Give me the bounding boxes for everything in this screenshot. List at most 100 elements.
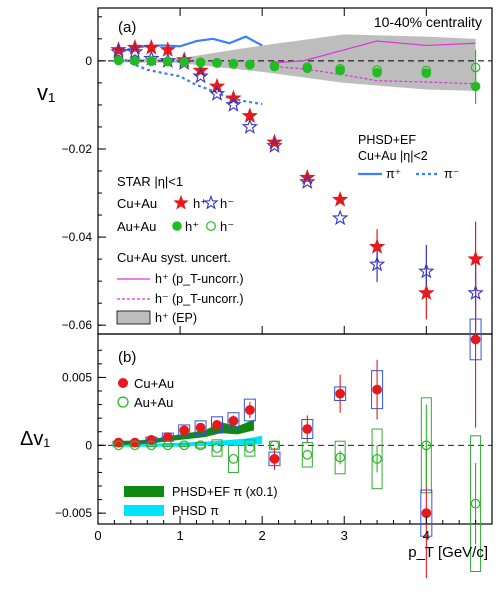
auau-dv1-point xyxy=(302,449,313,460)
cuau-dv1-point xyxy=(162,432,173,443)
cuau-hminus-point xyxy=(266,137,283,153)
legend-auau-hminus-marker xyxy=(206,221,216,231)
y-tick-label: 0 xyxy=(85,438,92,452)
y-tick-label: −0.02 xyxy=(62,142,93,156)
auau-dv1-syst-box xyxy=(211,439,223,457)
legend-phsdef-label: PHSD+EF π (x0.1) xyxy=(172,485,278,499)
x-tick-label: 4 xyxy=(423,528,430,543)
auau-dv1-point xyxy=(179,440,190,451)
auau-hminus-point xyxy=(421,65,432,76)
auau-dv1-syst-box xyxy=(227,444,239,473)
y-tick-label: 0 xyxy=(85,54,92,68)
auau-dv1-syst-box xyxy=(371,428,383,490)
cuau-hplus-point xyxy=(110,41,127,57)
auau-dv1-point xyxy=(372,453,382,464)
panel-b-xlabel: p_T [GeV/c] xyxy=(408,544,488,561)
auau-hplus-point xyxy=(470,81,481,92)
auau-hminus-point xyxy=(113,55,124,66)
x-tick-label: 2 xyxy=(259,528,266,543)
auau-dv1-point xyxy=(130,440,140,451)
auau-hminus-point xyxy=(302,62,313,72)
cuau-dv1-point xyxy=(212,420,222,430)
panel-a: 0 −0.02 −0.04 −0.06 (a) 10-40% centrality v… xyxy=(37,7,493,335)
y-tick-label: −0.04 xyxy=(62,230,93,244)
legend-auau-label: Au+Au xyxy=(134,395,173,410)
auau-hminus-point xyxy=(470,62,481,73)
legend-auau-hplus-label: h⁺ xyxy=(185,219,199,234)
legend-cuau-marker xyxy=(118,378,128,388)
legend-cuau-label: Cu+Au xyxy=(134,376,174,391)
star-legend-auau: Au+Au xyxy=(117,219,156,234)
auau-hminus-point xyxy=(130,56,140,66)
cuau-hplus-point xyxy=(266,133,283,150)
cuau-dv1-syst-box xyxy=(243,398,256,422)
panel-a-markers xyxy=(110,39,484,300)
cuau-dv1-point xyxy=(195,422,206,433)
legend-cuau-hplus-marker xyxy=(173,194,189,210)
panel-a-ylabel: v₁ xyxy=(37,80,55,105)
syst-uncorr-upper-line xyxy=(270,40,476,64)
legend-phsd-swatch xyxy=(124,505,164,516)
cuau-dv1-syst-box xyxy=(194,420,207,435)
cuau-hminus-point xyxy=(299,173,316,189)
legend-phsdef-swatch xyxy=(124,486,164,497)
cuau-hplus-point xyxy=(331,191,349,207)
legend-star-marker xyxy=(203,194,219,210)
legend-cuau-hminus-label: h⁻ xyxy=(220,196,234,211)
auau-dv1-syst-box xyxy=(162,443,174,448)
legend-piminus-label: π⁻ xyxy=(444,167,459,181)
auau-hplus-point xyxy=(372,67,382,78)
legend-star-marker xyxy=(173,194,189,210)
auau-dv1-point xyxy=(244,443,255,453)
legend-circle-marker xyxy=(206,221,216,231)
syst-uncorr-lower-line xyxy=(270,65,476,85)
panel-a-x-ticks xyxy=(97,8,427,334)
legend-ep-label: h⁺ (EP) xyxy=(155,311,197,325)
legend-hminus-uncorr-label: h⁻ (p_T-uncorr.) xyxy=(155,292,244,306)
syst-legend-header: Cu+Au syst. uncert. xyxy=(117,250,231,265)
cuau-hminus-point xyxy=(418,262,435,279)
x-tick-label: 1 xyxy=(176,528,183,543)
auau-dv1-syst-box xyxy=(301,442,313,468)
cuau-hminus-point xyxy=(225,96,242,112)
cuau-hminus-point xyxy=(192,67,209,84)
legend-cuau-hplus-label: h⁺ xyxy=(193,196,207,211)
cuau-dv1-point xyxy=(335,388,346,399)
x-tick-label: 3 xyxy=(341,528,348,543)
panel-a-label: (a) xyxy=(118,19,136,36)
star-legend-cuau: Cu+Au xyxy=(117,196,157,211)
phsd-ef-piminus-line xyxy=(113,53,263,106)
y-tick-label: −0.005 xyxy=(55,506,92,520)
legend-phsd-label: PHSD π xyxy=(172,504,219,518)
cuau-dv1-syst-box xyxy=(227,412,240,430)
y-tick-label: −0.06 xyxy=(62,318,93,332)
auau-dv1-syst-box xyxy=(178,443,190,448)
auau-hminus-point xyxy=(245,59,255,70)
cuau-hminus-point xyxy=(368,255,386,272)
legend-auau-hminus-label: h⁻ xyxy=(220,219,234,234)
cuau-dv1-syst-box xyxy=(178,424,191,437)
cuau-hminus-point xyxy=(331,209,349,226)
cuau-hminus-point xyxy=(126,43,144,60)
auau-hminus-point xyxy=(372,65,382,75)
x-tick-label: 0 xyxy=(94,528,101,543)
cuau-dv1-point xyxy=(269,453,280,464)
cuau-dv1-point xyxy=(179,425,190,436)
auau-hplus-point xyxy=(421,68,432,78)
legend-piplus-label: π⁺ xyxy=(386,167,401,181)
ep-band xyxy=(114,34,476,91)
syst-uncorr-lines xyxy=(270,40,476,85)
auau-dv1-point xyxy=(195,440,206,451)
auau-dv1-point xyxy=(335,452,346,463)
y-tick-label: 0.005 xyxy=(62,370,92,384)
cuau-hminus-point xyxy=(208,85,226,101)
panel-b-markers xyxy=(113,334,481,519)
cuau-dv1-point xyxy=(302,424,313,434)
cuau-dv1-point xyxy=(228,415,239,426)
legend-ep-swatch xyxy=(116,310,151,325)
auau-hminus-point xyxy=(335,63,345,74)
auau-dv1-point xyxy=(470,498,481,509)
legend-circle-marker xyxy=(172,221,182,231)
